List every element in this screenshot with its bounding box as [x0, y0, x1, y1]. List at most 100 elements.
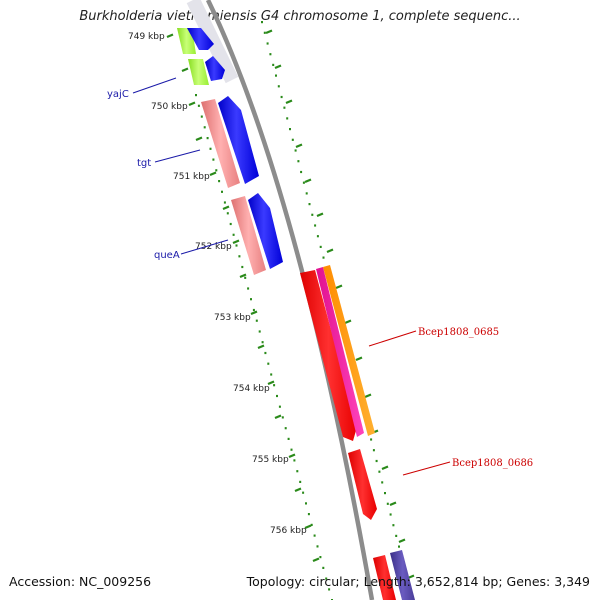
track-dot	[302, 181, 305, 184]
chromosome-backbone	[205, 0, 375, 600]
track-dot	[294, 149, 297, 152]
track-dot	[235, 244, 238, 247]
track-dot	[218, 180, 221, 183]
track-dot	[241, 265, 244, 269]
gene-label-yajC: yajC	[107, 89, 129, 100]
track-dot	[197, 104, 200, 107]
tick-mark	[304, 524, 312, 530]
tick-label-753: 753 kbp	[214, 313, 251, 323]
leader-Bcep1808_0685	[368, 330, 417, 347]
track-dot	[229, 222, 232, 226]
track-dot	[221, 190, 223, 193]
tick-mark	[389, 501, 397, 507]
gene-orange-Bcep1808_0685	[323, 265, 375, 436]
track-dot	[307, 513, 310, 516]
gene-label-tgt: tgt	[137, 158, 151, 169]
track-dot	[278, 405, 281, 408]
track-dot	[226, 212, 229, 215]
gene-red-Bcep1808_0685	[300, 270, 357, 441]
tick-mark	[326, 248, 334, 254]
tick-marks-left	[166, 33, 320, 563]
track-dot	[296, 470, 299, 473]
tick-mark	[188, 101, 196, 107]
track-dot	[386, 502, 389, 505]
track-dot	[392, 524, 395, 527]
tick-mark	[285, 99, 293, 105]
dotted-track-left	[195, 94, 333, 600]
track-dot	[302, 491, 305, 494]
tick-mark	[294, 487, 302, 493]
track-dot	[314, 224, 317, 227]
track-dot	[290, 448, 293, 451]
track-dot	[316, 235, 319, 238]
track-dot	[209, 147, 212, 150]
tick-mark	[335, 284, 343, 290]
track-dot	[272, 63, 275, 66]
tick-mark	[398, 538, 406, 544]
tick-label-756: 756 kbp	[270, 526, 307, 536]
track-dot	[299, 480, 302, 483]
track-dot	[328, 588, 331, 591]
map-title: Burkholderia vietnamiensis G4 chromosome…	[79, 9, 521, 24]
track-dot	[223, 201, 226, 204]
cds-blue-queA	[248, 193, 283, 269]
track-dot	[370, 438, 373, 441]
accession-label: Accession: NC_009256	[9, 574, 152, 589]
leader-yajC	[132, 77, 177, 94]
tick-mark	[195, 136, 203, 142]
track-dot	[291, 138, 294, 141]
cds-blue-yajC	[205, 56, 225, 81]
tick-mark	[355, 356, 363, 362]
gene-label-Bcep1808_0686: Bcep1808_0686	[452, 458, 533, 469]
gene-red-bottom	[373, 555, 396, 600]
tick-mark	[312, 557, 320, 563]
gene-red-Bcep1808_0686	[348, 449, 377, 520]
track-dot	[305, 502, 307, 505]
leader-Bcep1808_0686	[402, 461, 451, 476]
track-dot	[389, 513, 392, 516]
track-dot	[305, 192, 308, 195]
track-dot	[325, 577, 328, 580]
tick-mark	[265, 29, 273, 35]
tick-mark	[304, 178, 312, 184]
track-dot	[200, 115, 203, 118]
leader-queA	[180, 239, 229, 255]
tick-mark	[344, 319, 352, 325]
tick-mark	[288, 453, 296, 459]
track-dot	[289, 128, 291, 131]
track-dot	[287, 437, 290, 440]
genome-summary-label: Topology: circular; Length: 3,652,814 bp…	[246, 574, 590, 589]
track-dot	[280, 95, 283, 99]
tick-marks-right	[265, 29, 415, 580]
track-dot	[252, 308, 255, 312]
track-dot	[276, 394, 278, 398]
leader-tgt	[154, 149, 201, 163]
track-dot	[378, 470, 381, 473]
track-dot	[244, 276, 247, 279]
track-dot	[261, 21, 263, 24]
track-dot	[286, 117, 289, 120]
tick-mark	[257, 344, 265, 350]
tick-label-755: 755 kbp	[252, 455, 289, 465]
track-dot	[263, 31, 266, 34]
backbone-shadow	[186, 0, 239, 84]
tick-label-754: 754 kbp	[233, 384, 270, 394]
tick-mark	[232, 239, 240, 245]
track-dot	[281, 416, 284, 419]
cds-blue-tgt	[218, 96, 259, 184]
track-dot	[322, 566, 325, 569]
track-dot	[247, 287, 250, 290]
track-dot	[255, 319, 258, 322]
track-dot	[372, 449, 375, 452]
cds-blue-top	[187, 28, 214, 50]
track-dot	[381, 481, 384, 484]
tick-mark	[274, 414, 282, 420]
track-dot	[297, 160, 300, 163]
tick-label-751: 751 kbp	[173, 172, 210, 182]
tick-mark	[222, 205, 230, 211]
track-dot	[261, 341, 264, 344]
track-dot	[212, 158, 215, 161]
track-dot	[322, 256, 325, 259]
track-dot	[206, 137, 209, 140]
track-dot	[311, 213, 314, 216]
